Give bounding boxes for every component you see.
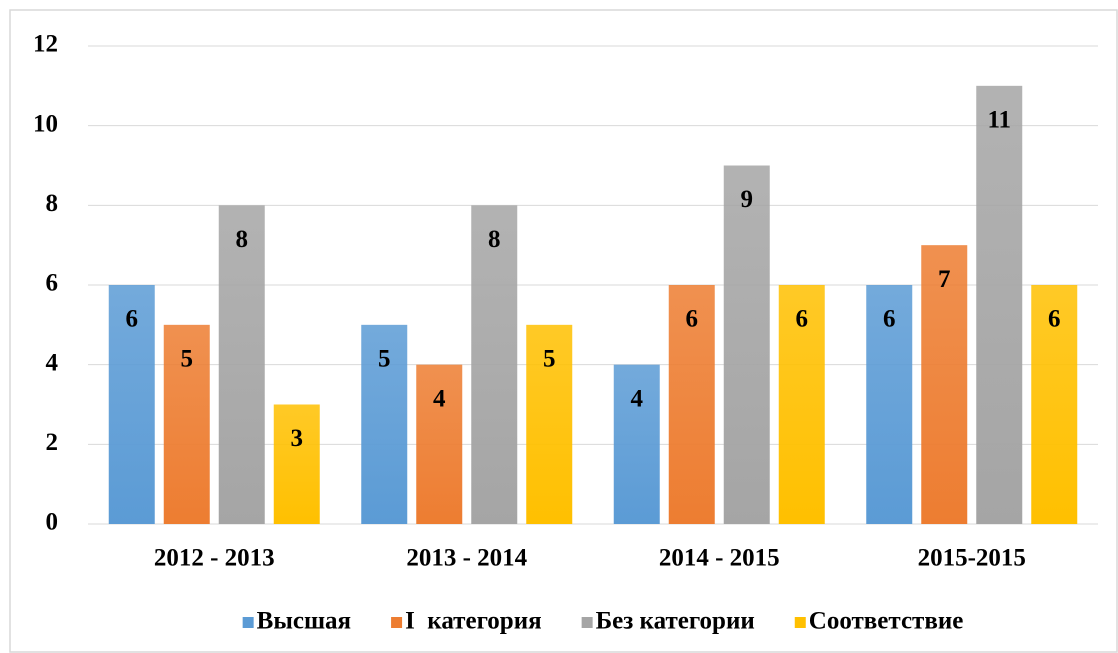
data-label: 6: [686, 306, 699, 333]
data-label: 5: [378, 346, 391, 373]
data-label: 9: [741, 186, 754, 213]
data-label: 5: [543, 346, 556, 373]
y-tick-label: 10: [33, 110, 58, 137]
bar: [416, 364, 463, 524]
legend-swatch: [794, 617, 806, 628]
data-label: 8: [488, 226, 501, 253]
data-label: 6: [883, 306, 896, 333]
data-label: 7: [938, 266, 951, 293]
y-tick-label: 12: [33, 31, 58, 58]
bar: [361, 324, 408, 524]
y-tick-label: 6: [46, 270, 59, 297]
bar: [218, 205, 265, 525]
bar: [163, 324, 210, 524]
data-label: 6: [126, 306, 139, 333]
bar: [723, 165, 770, 524]
y-tick-label: 8: [46, 190, 59, 217]
bar: [866, 285, 913, 524]
bar: [613, 364, 660, 524]
bar: [976, 85, 1023, 524]
bar: [273, 404, 320, 524]
legend-label: Высшая: [257, 608, 351, 635]
data-label: 8: [236, 226, 249, 253]
bar: [526, 324, 573, 524]
data-label: 4: [433, 385, 446, 412]
y-tick-label: 2: [46, 429, 59, 456]
x-tick-label: 2013 - 2014: [406, 545, 527, 572]
x-tick-label: 2012 - 2013: [154, 545, 275, 572]
legend-label: Соответствие: [809, 608, 964, 635]
bar: [778, 285, 825, 524]
legend-swatch: [242, 617, 254, 628]
data-label: 6: [1048, 306, 1061, 333]
y-tick-label: 4: [46, 349, 59, 376]
legend-swatch: [391, 617, 403, 628]
legend-label: I категория: [405, 608, 542, 635]
bar: [471, 205, 518, 525]
x-tick-label: 2014 - 2015: [659, 545, 780, 572]
bar: [108, 285, 155, 524]
data-label: 6: [796, 306, 809, 333]
bar: [921, 245, 968, 524]
data-label: 5: [181, 346, 194, 373]
x-tick-label: 2015-2015: [918, 545, 1026, 572]
bar: [668, 285, 715, 524]
data-label: 11: [987, 107, 1011, 134]
legend-label: Без категории: [596, 608, 755, 635]
y-tick-label: 0: [46, 509, 59, 536]
chart-frame: [9, 9, 1118, 653]
legend-swatch: [581, 617, 593, 628]
data-label: 4: [631, 385, 644, 412]
data-label: 3: [291, 425, 304, 452]
bar: [1031, 285, 1078, 524]
